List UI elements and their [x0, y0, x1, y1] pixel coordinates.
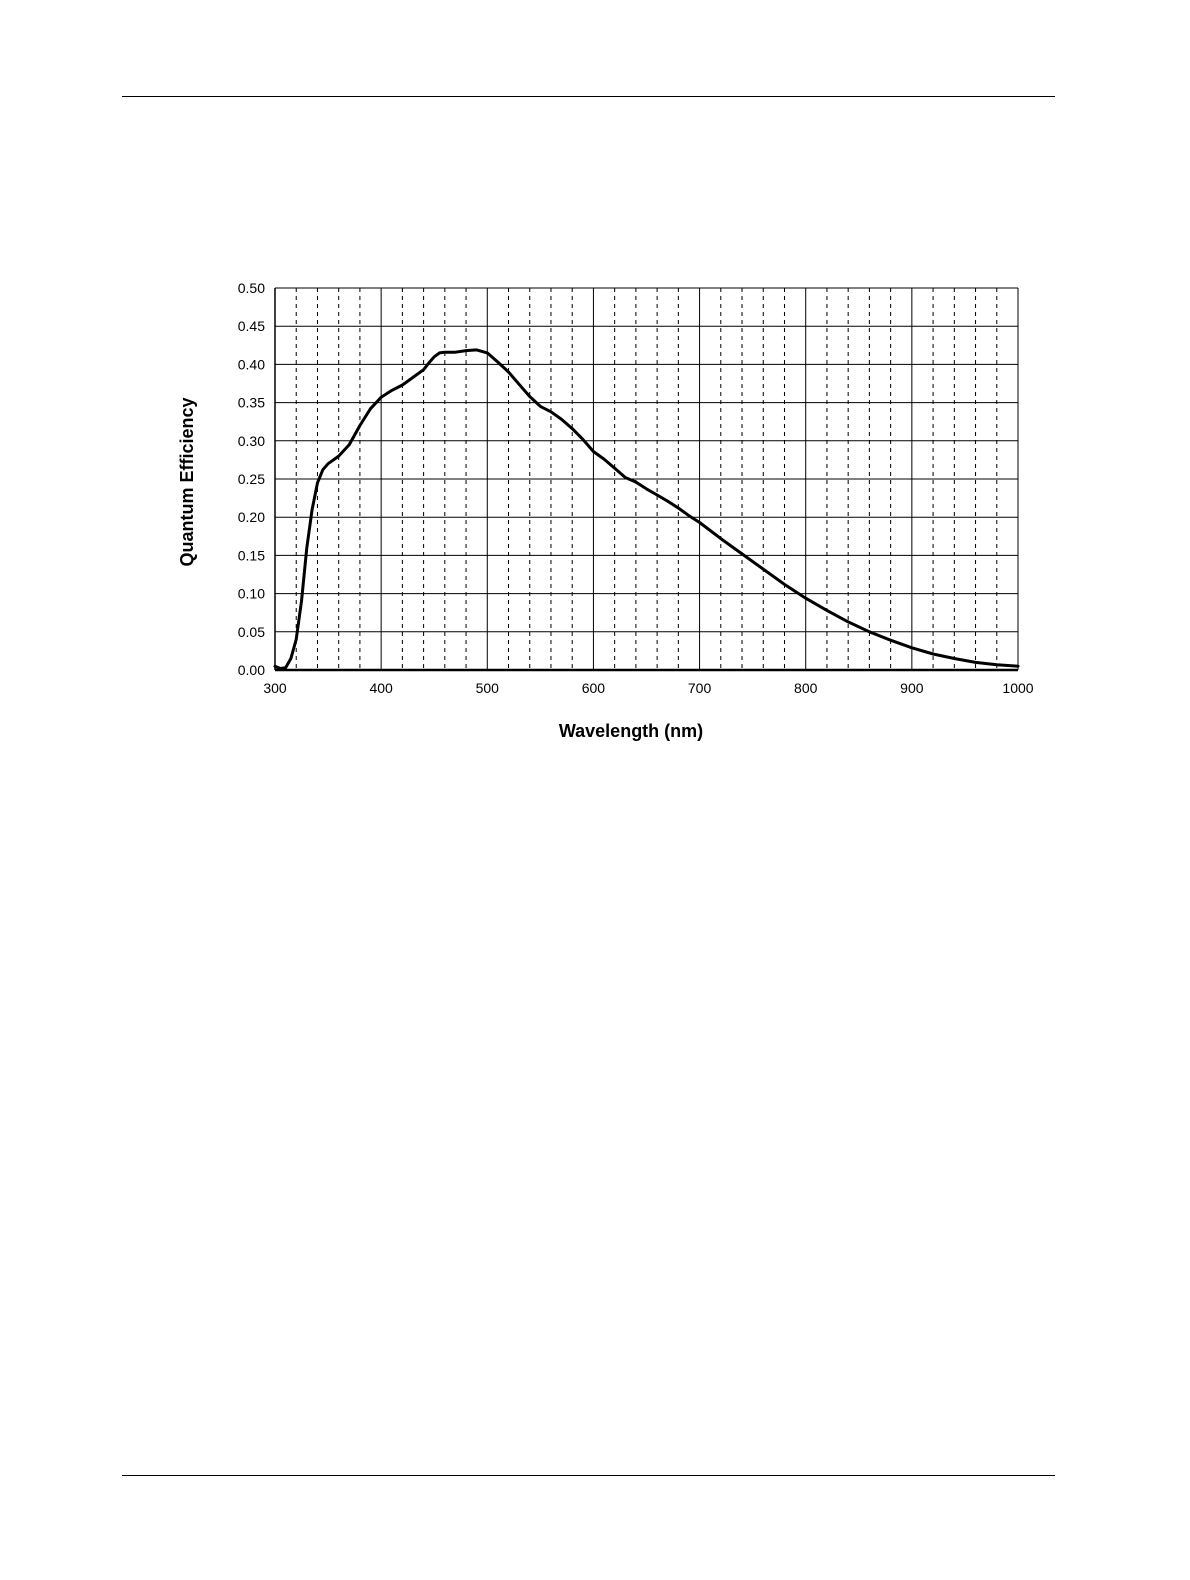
y-tick-label: 0.35: [238, 395, 265, 411]
y-tick-label: 0.10: [238, 586, 265, 602]
y-tick-label: 0.30: [238, 433, 265, 449]
x-tick-label: 400: [369, 680, 393, 696]
series: [273, 348, 1020, 670]
y-tick-label: 0.05: [238, 624, 265, 640]
y-tick-labels: 0.00 0.05 0.10 0.15 0.20 0.25 0.30 0.35 0.40 0.45…: [238, 280, 265, 678]
series-line: [273, 348, 1020, 670]
y-axis-title: Quantum Efficiency: [177, 397, 197, 566]
header-rule: [122, 96, 1055, 97]
y-tick-label: 0.50: [238, 280, 265, 296]
x-tick-label: 1000: [1002, 680, 1033, 696]
x-axis-title: Wavelength (nm): [559, 721, 703, 741]
y-tick-label: 0.40: [238, 356, 265, 372]
x-tick-labels: 300 400 500 600 700 800 900 1000: [263, 680, 1033, 696]
y-tick-label: 0.15: [238, 547, 265, 563]
x-tick-label: 800: [794, 680, 818, 696]
y-tick-label: 0.45: [238, 318, 265, 334]
x-tick-label: 600: [582, 680, 606, 696]
x-tick-label: 500: [476, 680, 500, 696]
axes: [274, 288, 1018, 672]
grid: [275, 287, 1019, 670]
y-tick-label: 0.25: [238, 471, 265, 487]
y-tick-label: 0.00: [238, 662, 265, 678]
footer-rule: [122, 1475, 1055, 1476]
x-tick-label: 900: [900, 680, 924, 696]
y-tick-label: 0.20: [238, 509, 265, 525]
x-tick-label: 300: [263, 680, 287, 696]
x-tick-label: 700: [688, 680, 712, 696]
